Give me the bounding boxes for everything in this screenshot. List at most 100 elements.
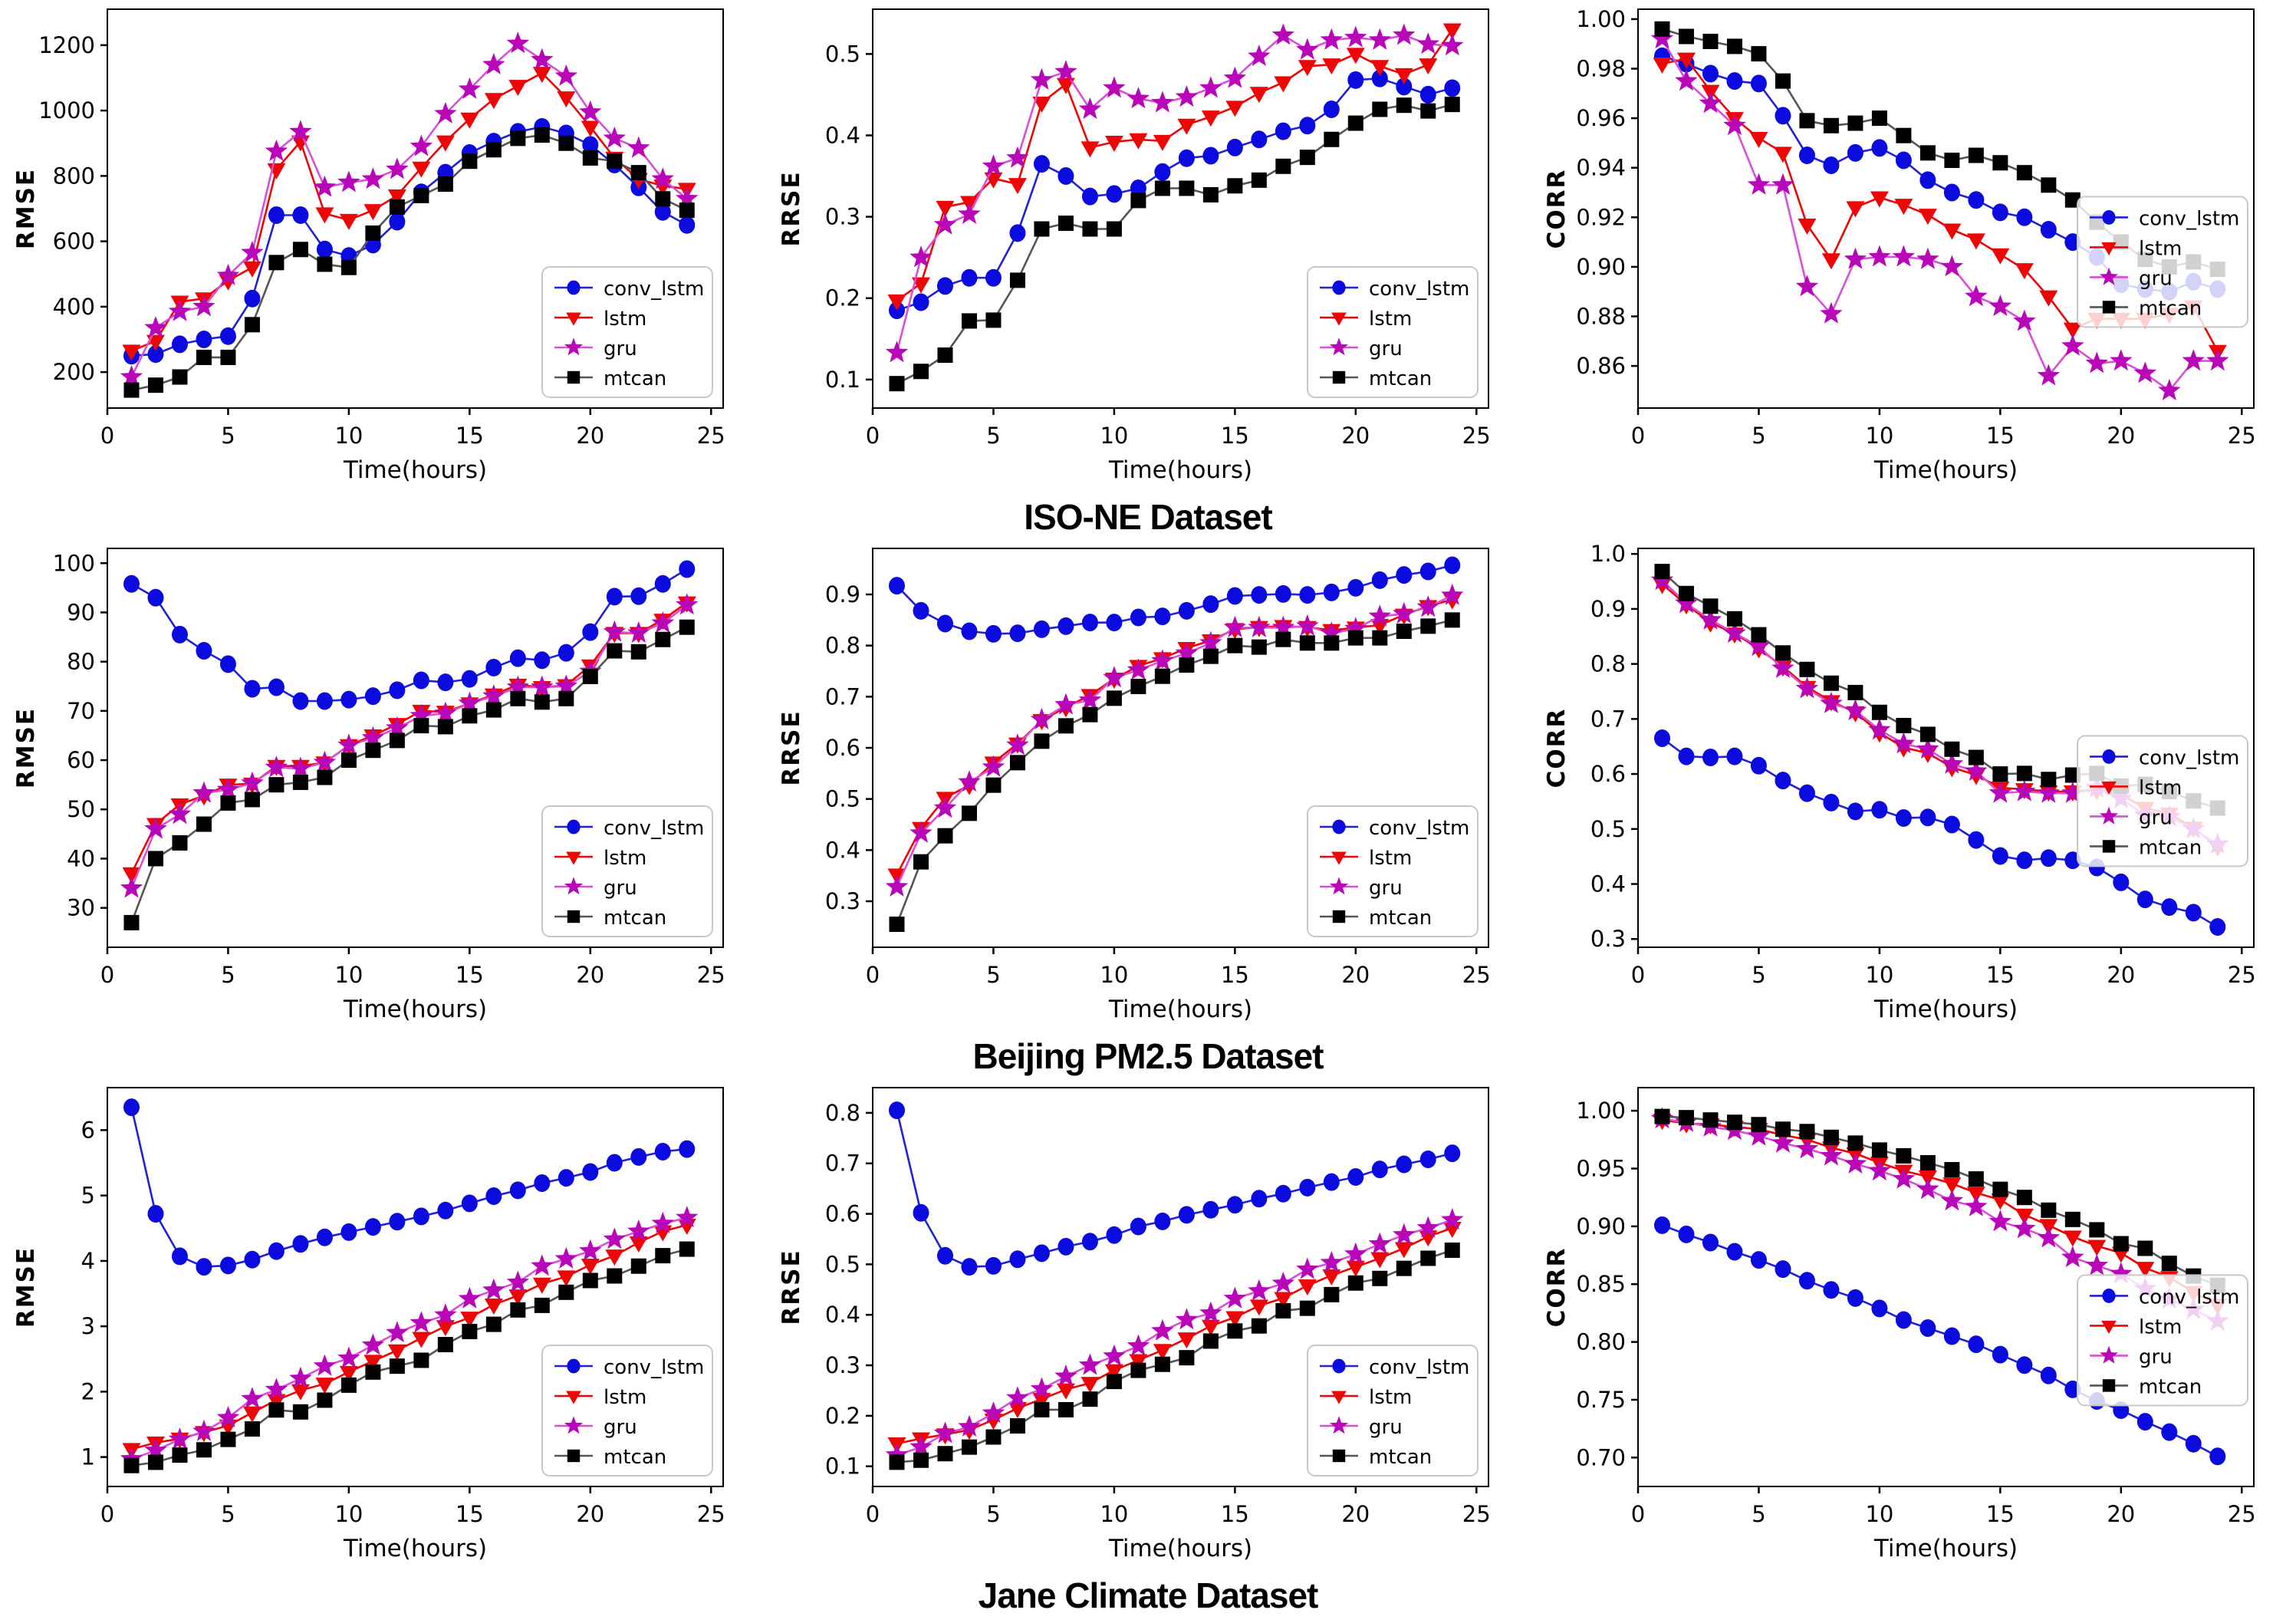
square-marker (1992, 766, 2008, 782)
star-marker (192, 295, 215, 317)
circle-marker (147, 345, 164, 364)
star-marker (1054, 693, 1077, 715)
star-marker (2085, 351, 2109, 374)
circle-marker (316, 240, 333, 258)
x-tick-label: 15 (1986, 423, 2015, 449)
y-tick-label: 0.4 (1590, 871, 1626, 897)
circle-marker (196, 1258, 212, 1276)
legend-label: mtcan (1369, 367, 1432, 390)
star-marker (1416, 595, 1439, 617)
x-tick-label: 10 (334, 962, 363, 988)
circle-marker (567, 819, 581, 835)
y-tick-label: 0.7 (1590, 706, 1626, 732)
x-tick-label: 5 (221, 962, 235, 988)
triangle-down-marker (122, 344, 141, 361)
series-lstm (887, 23, 1462, 311)
star-marker (458, 1286, 482, 1309)
circle-marker (2016, 851, 2033, 870)
chart-cell-jane-rmse: 0 5 10 15 20 25 1 2 3 4 5 6 Time(hours) RMSE conv_lstm… (0, 1078, 765, 1573)
circle-marker (171, 335, 188, 354)
triangle-down-marker (1249, 87, 1268, 104)
circle-marker (888, 577, 905, 595)
square-marker (1396, 624, 1412, 639)
star-marker (1441, 34, 1464, 56)
circle-marker (654, 202, 671, 221)
square-marker (462, 708, 478, 724)
star-marker (434, 1303, 457, 1325)
square-marker (1944, 153, 1960, 169)
square-marker (1968, 147, 1984, 163)
triangle-down-marker (1201, 1319, 1220, 1336)
square-marker (1082, 221, 1098, 237)
star-marker (885, 341, 909, 363)
star-marker (1868, 718, 1891, 740)
circle-marker (1323, 100, 1340, 119)
chart-cell-beijing-rmse: 0 5 10 15 20 25 30 40 50 60 70 80 90 100 Time(hours) RM… (0, 539, 765, 1034)
legend-label: conv_lstm (1369, 817, 1469, 840)
star-marker (1175, 1308, 1199, 1330)
legend-item-conv_lstm: conv_lstm (2090, 207, 2239, 230)
square-marker (655, 191, 671, 207)
star-marker (2061, 781, 2084, 803)
y-tick-label: 0.5 (825, 41, 860, 67)
star-marker (1820, 1144, 1843, 1166)
triangle-down-marker (387, 189, 406, 206)
circle-marker (316, 1228, 333, 1246)
legend-label: gru (1369, 337, 1403, 360)
circle-marker (1347, 578, 1364, 597)
star-marker (410, 703, 433, 726)
legend-label: lstm (1369, 847, 1412, 870)
circle-marker (1444, 1144, 1461, 1163)
square-marker (1654, 21, 1670, 37)
star-marker (192, 781, 215, 803)
square-marker (1944, 741, 1960, 757)
y-tick-label: 70 (67, 698, 95, 724)
star-marker (361, 1333, 385, 1355)
square-marker (1058, 216, 1074, 232)
circle-marker (364, 687, 381, 706)
circle-marker (268, 206, 285, 225)
circle-marker (1371, 69, 1388, 87)
circle-marker (2161, 1423, 2178, 1441)
circle-marker (961, 1258, 978, 1276)
circle-marker (1332, 1358, 1346, 1374)
circle-marker (1968, 831, 1985, 849)
legend-label: conv_lstm (604, 1356, 704, 1379)
circle-marker (654, 574, 671, 593)
star-marker (1868, 1159, 1891, 1181)
series-conv_lstm (123, 1098, 696, 1276)
legend-box (2077, 196, 2248, 328)
triangle-down-marker (1942, 223, 1962, 240)
x-tick-label: 5 (986, 1501, 1000, 1527)
x-tick-label: 10 (1865, 423, 1893, 449)
square-marker (937, 1446, 953, 1462)
square-marker (1324, 1286, 1340, 1302)
circle-marker (1750, 756, 1767, 775)
square-marker (2041, 177, 2057, 193)
legend-item-mtcan: mtcan (2090, 836, 2202, 859)
circle-marker (1702, 64, 1719, 83)
triangle-down-marker (1798, 218, 1817, 235)
circle-marker (1968, 191, 1985, 209)
y-tick-label: 0.85 (1576, 1271, 1626, 1297)
square-marker (985, 312, 1002, 328)
square-marker (1372, 630, 1388, 646)
star-marker (1248, 44, 1271, 67)
circle-marker (567, 1358, 581, 1374)
triangle-down-marker (605, 1249, 624, 1266)
y-tick-label: 1.00 (1576, 6, 1626, 32)
square-marker (937, 347, 953, 364)
star-marker (1199, 630, 1222, 653)
series-gru (885, 583, 1464, 897)
square-marker (679, 202, 695, 219)
star-marker (1127, 1334, 1150, 1356)
circle-marker (1396, 1155, 1413, 1174)
star-marker (1940, 1189, 1964, 1211)
star-marker (120, 365, 143, 387)
triangle-down-marker (1846, 201, 1865, 218)
circle-marker (219, 1256, 236, 1275)
star-marker (676, 593, 699, 615)
circle-marker (1058, 167, 1074, 186)
circle-marker (1726, 747, 1743, 765)
star-marker (982, 755, 1005, 777)
